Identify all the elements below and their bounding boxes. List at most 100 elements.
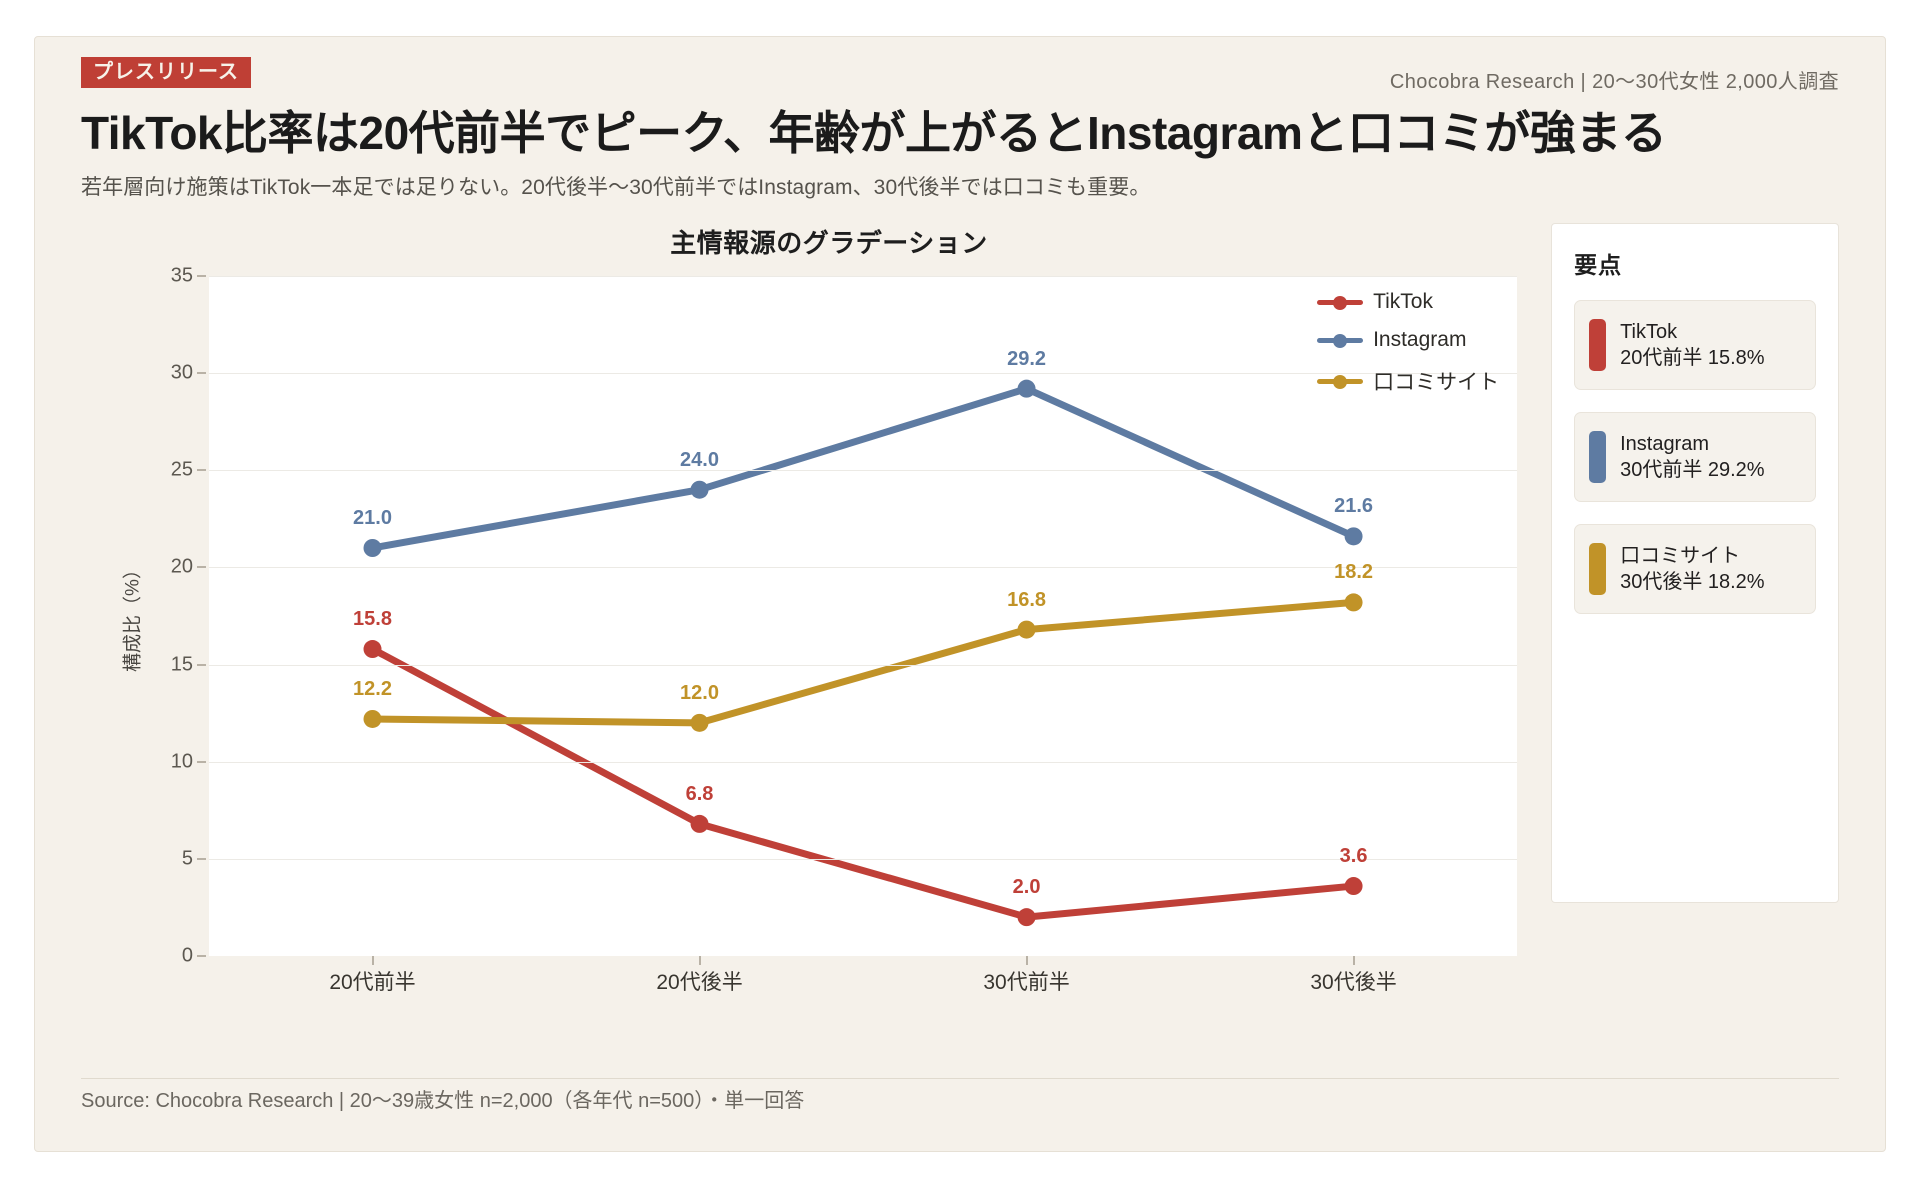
- x-tick-label: 30代前半: [983, 971, 1070, 994]
- page-subtitle: 若年層向け施策はTikTok一本足では足りない。20代後半〜30代前半ではIns…: [81, 176, 1151, 199]
- key-point-color-swatch: [1589, 543, 1607, 595]
- data-point-marker[interactable]: [1344, 877, 1363, 896]
- data-point-marker[interactable]: [690, 713, 709, 732]
- y-tick-label: 25: [170, 458, 193, 481]
- data-point-label: 12.0: [680, 681, 719, 704]
- header: プレスリリース Chocobra Research | 20〜30代女性 2,0…: [81, 57, 1839, 201]
- header-meta: Chocobra Research | 20〜30代女性 2,000人調査: [1389, 71, 1839, 93]
- key-point-text: 口コミサイト 30代後半 18.2%: [1620, 544, 1765, 595]
- gridline: [209, 567, 1518, 569]
- key-point-name: TikTok: [1620, 320, 1678, 343]
- legend-marker-icon: [1317, 293, 1364, 311]
- footer-divider: [81, 1078, 1839, 1079]
- x-tick-mark: [698, 956, 701, 965]
- data-point-label: 18.2: [1334, 561, 1374, 584]
- data-point-label: 3.6: [1339, 845, 1368, 868]
- y-tick-label: 30: [170, 361, 193, 384]
- data-point-marker[interactable]: [363, 709, 382, 728]
- data-point-marker[interactable]: [1017, 908, 1036, 927]
- y-tick-label: 10: [170, 750, 193, 773]
- y-tick-mark: [197, 760, 206, 763]
- series-line: [373, 389, 1354, 548]
- legend-marker-icon: [1317, 372, 1364, 390]
- data-point-marker[interactable]: [363, 539, 382, 557]
- series-line: [373, 602, 1354, 722]
- y-tick-label: 15: [170, 653, 193, 676]
- key-points-title: 要点: [1574, 252, 1623, 278]
- x-tick-mark: [371, 956, 374, 965]
- gridline: [209, 276, 1518, 277]
- data-point-marker[interactable]: [1017, 379, 1036, 398]
- data-point-label: 15.8: [353, 608, 392, 631]
- legend-label: 口コミサイト: [1373, 371, 1500, 394]
- y-tick-label: 0: [181, 944, 193, 967]
- data-point-marker[interactable]: [363, 640, 382, 659]
- y-tick-mark: [197, 566, 206, 569]
- gridline: [209, 761, 1518, 763]
- y-tick-mark: [197, 275, 206, 277]
- chart-container: 主情報源のグラデーション 構成比（%） 0 5 10 15 20 25 30 35 TikTo…: [81, 223, 1518, 994]
- y-tick-label: 20: [170, 555, 193, 578]
- x-axis-labels: 20代前半 20代後半 30代前半 30代後半: [209, 966, 1517, 1006]
- data-point-label: 29.2: [1007, 347, 1047, 370]
- x-tick-label: 30代後半: [1310, 971, 1397, 994]
- data-point-label: 21.0: [353, 507, 392, 529]
- key-points-panel: 要点 TikTok 20代前半 15.8% Instagram 30代前半 29.2%…: [1551, 223, 1839, 903]
- data-point-label: 21.6: [1334, 495, 1374, 518]
- x-tick-mark: [1352, 956, 1355, 965]
- data-point-marker[interactable]: [1017, 620, 1036, 639]
- gridline: [209, 373, 1518, 375]
- content-area: 主情報源のグラデーション 構成比（%） 0 5 10 15 20 25 30 35 TikTo…: [81, 223, 1839, 994]
- key-point-name: Instagram: [1620, 432, 1710, 455]
- chart-legend: TikTok Instagram 口コミサイト: [1317, 290, 1499, 396]
- plot-area: 構成比（%） 0 5 10 15 20 25 30 35 TikTok Instagram 口コミ…: [81, 265, 1518, 994]
- key-point-card: 口コミサイト 30代後半 18.2%: [1574, 524, 1816, 614]
- x-tick-label: 20代前半: [329, 971, 416, 994]
- data-point-label: 16.8: [1007, 588, 1047, 611]
- key-point-text: Instagram 30代前半 29.2%: [1620, 432, 1765, 483]
- y-tick-mark: [197, 663, 206, 666]
- press-release-badge: プレスリリース: [81, 57, 251, 88]
- key-point-value: 30代後半 18.2%: [1620, 570, 1765, 593]
- gridline: [209, 858, 1518, 860]
- y-tick-mark: [197, 955, 206, 957]
- key-point-card: TikTok 20代前半 15.8%: [1574, 300, 1816, 390]
- data-point-marker[interactable]: [690, 814, 709, 833]
- page-title: TikTok比率は20代前半でピーク、年齢が上がるとInstagramと口コミが…: [81, 107, 1667, 159]
- data-point-marker[interactable]: [1344, 527, 1363, 546]
- y-axis-ticks: 0 5 10 15 20 25 30 35: [81, 265, 206, 967]
- data-point-label: 12.2: [353, 677, 392, 700]
- y-tick-mark: [197, 372, 206, 375]
- y-tick-label: 5: [181, 847, 193, 870]
- key-point-value: 20代前半 15.8%: [1620, 346, 1765, 369]
- data-point-label: 6.8: [685, 782, 714, 805]
- legend-label: Instagram: [1373, 328, 1467, 351]
- chart-title: 主情報源のグラデーション: [670, 228, 988, 258]
- gridline: [209, 664, 1518, 666]
- key-point-value: 30代前半 29.2%: [1620, 458, 1765, 481]
- data-point-marker[interactable]: [1344, 593, 1363, 612]
- key-points-list: TikTok 20代前半 15.8% Instagram 30代前半 29.2% 口コミ…: [1574, 300, 1816, 614]
- legend-label: TikTok: [1373, 290, 1433, 313]
- gridline: [209, 470, 1518, 472]
- y-tick-label: 35: [170, 264, 193, 287]
- series-line: [373, 649, 1354, 917]
- y-tick-mark: [197, 469, 206, 472]
- series-lines: [363, 379, 1363, 927]
- data-point-label: 24.0: [680, 448, 719, 471]
- data-point-label: 2.0: [1012, 876, 1041, 899]
- key-point-color-swatch: [1589, 319, 1607, 371]
- key-point-card: Instagram 30代前半 29.2%: [1574, 412, 1816, 502]
- plot-canvas: TikTok Instagram 口コミサイト 15.8 6.8 2.0 3.6 21.0 2…: [209, 276, 1518, 965]
- x-tick-label: 20代後半: [656, 971, 743, 994]
- y-tick-mark: [197, 857, 206, 860]
- source-note: Source: Chocobra Research | 20〜39歳女性 n=2…: [81, 1090, 805, 1112]
- legend-item[interactable]: 口コミサイト: [1317, 366, 1499, 396]
- legend-item[interactable]: TikTok: [1317, 290, 1499, 314]
- legend-marker-icon: [1317, 331, 1364, 349]
- data-point-marker[interactable]: [690, 480, 709, 499]
- key-point-name: 口コミサイト: [1620, 544, 1741, 567]
- key-point-color-swatch: [1589, 431, 1607, 483]
- legend-item[interactable]: Instagram: [1317, 328, 1499, 352]
